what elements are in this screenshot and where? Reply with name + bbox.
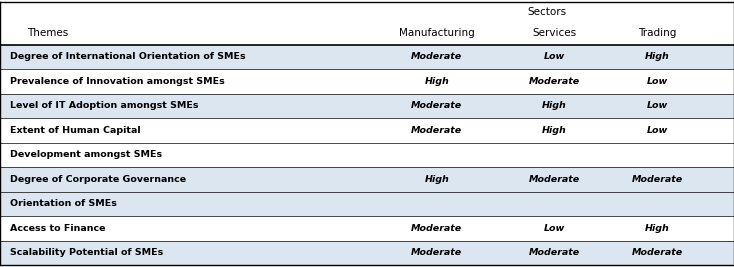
Bar [0,216,734,241]
Text: Services: Services [532,28,576,38]
Text: Degree of International Orientation of SMEs: Degree of International Orientation of S… [10,52,245,61]
Text: Prevalence of Innovation amongst SMEs: Prevalence of Innovation amongst SMEs [10,77,225,86]
Text: High: High [644,224,669,233]
Text: Low: Low [647,77,667,86]
Text: Sectors: Sectors [527,7,567,17]
Text: High: High [424,77,449,86]
Text: Moderate: Moderate [631,248,683,257]
Text: Low: Low [544,52,564,61]
Text: Manufacturing: Manufacturing [399,28,475,38]
Text: High: High [542,101,567,111]
Text: High: High [424,175,449,184]
Bar [0,69,734,94]
Text: Moderate: Moderate [631,175,683,184]
Text: High: High [644,52,669,61]
Text: Moderate: Moderate [528,248,580,257]
Text: Trading: Trading [638,28,676,38]
Bar [0,22,734,45]
Bar [0,45,734,69]
Text: Moderate: Moderate [411,101,462,111]
Text: Moderate: Moderate [411,52,462,61]
Text: Scalability Potential of SMEs: Scalability Potential of SMEs [10,248,163,257]
Text: Orientation of SMEs: Orientation of SMEs [10,199,117,208]
Text: Low: Low [647,101,667,111]
Text: Moderate: Moderate [411,248,462,257]
Text: High: High [542,126,567,135]
Text: Moderate: Moderate [528,175,580,184]
Bar [0,118,734,143]
Text: Access to Finance: Access to Finance [10,224,105,233]
Bar [0,2,734,22]
Bar [0,192,734,216]
Bar [0,143,734,167]
Text: Low: Low [544,224,564,233]
Text: Degree of Corporate Governance: Degree of Corporate Governance [10,175,186,184]
Bar [0,94,734,118]
Text: Moderate: Moderate [411,126,462,135]
Text: Development amongst SMEs: Development amongst SMEs [10,150,161,159]
Text: Low: Low [647,126,667,135]
Bar [0,241,734,265]
Text: Themes: Themes [27,28,68,38]
Text: Extent of Human Capital: Extent of Human Capital [10,126,140,135]
Text: Moderate: Moderate [528,77,580,86]
Bar [0,167,734,192]
Text: Moderate: Moderate [411,224,462,233]
Text: Level of IT Adoption amongst SMEs: Level of IT Adoption amongst SMEs [10,101,198,111]
